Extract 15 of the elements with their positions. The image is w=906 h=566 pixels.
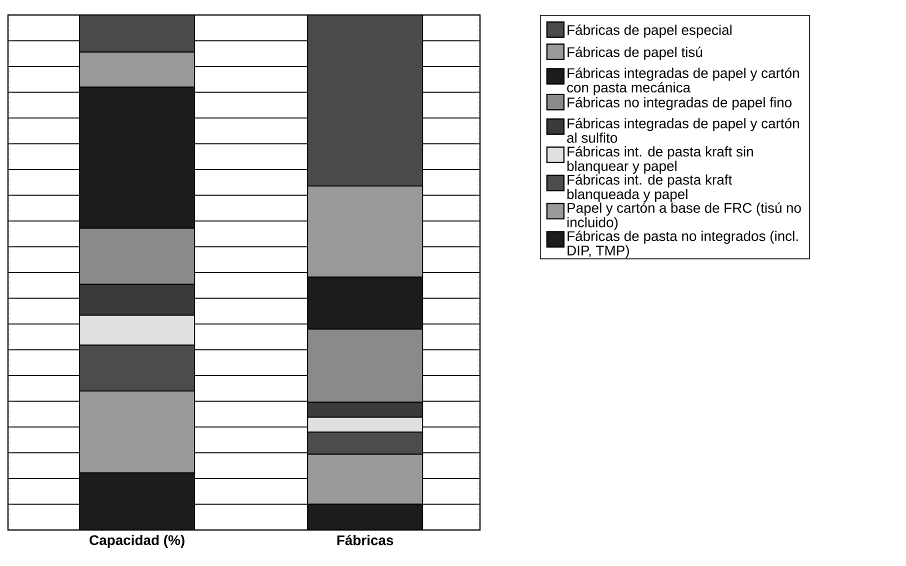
legend-label: Fábricas int. de pasta kraft sin blanquear y papel (567, 146, 753, 174)
bar (79, 14, 196, 53)
legend-label: Papel y cartón a base de FRC (tisú no incluido) (567, 202, 801, 230)
x-tick-label: Fábricas (337, 534, 394, 546)
legend-label: Fábricas de papel especial (568, 24, 732, 38)
legend-label: Fábricas int. de pasta kraft blanqueada y papel (567, 174, 732, 202)
bar (79, 472, 196, 530)
legend-label: Fábricas integradas de papel y cartón al sulfito (567, 118, 799, 143)
legend-label: Fábricas de papel tisú (568, 46, 702, 60)
legend-label: Fábricas integradas de papel y cartón con pasta mecánica (567, 68, 799, 96)
x-tick-label: Capacidad (%) (90, 534, 184, 548)
bar (307, 14, 424, 186)
legend-label: Fábricas de pasta no integrados (incl. DIP, TMP) (568, 230, 798, 258)
bar (307, 504, 424, 530)
legend-label: Fábricas no integradas de papel fino (568, 96, 792, 110)
